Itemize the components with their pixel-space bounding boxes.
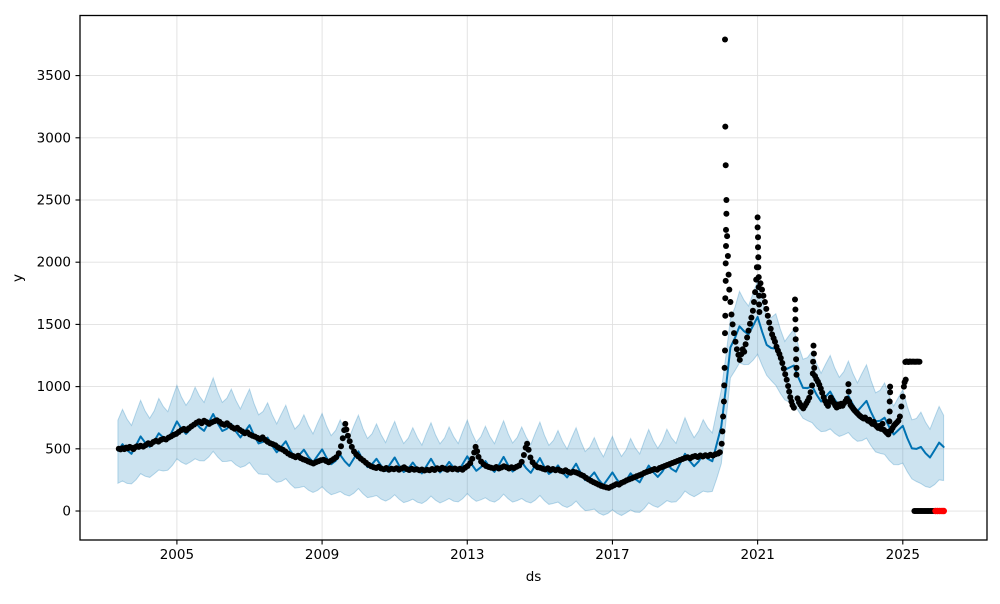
svg-text:1000: 1000 (37, 379, 71, 395)
svg-text:2017: 2017 (595, 547, 629, 563)
y-axis-label: y (10, 274, 26, 282)
svg-text:500: 500 (45, 441, 71, 457)
svg-text:2009: 2009 (305, 547, 339, 563)
plot-border (79, 14, 988, 541)
svg-text:2000: 2000 (37, 255, 71, 271)
svg-text:1500: 1500 (37, 317, 71, 333)
svg-text:2025: 2025 (886, 547, 920, 563)
tick-labels: 2005 2009 2013 2017 2021 2025 0 500 1000 1500 2000… (37, 68, 920, 563)
svg-text:3500: 3500 (37, 68, 71, 84)
svg-text:2500: 2500 (37, 192, 71, 208)
svg-text:2021: 2021 (740, 547, 774, 563)
x-axis-label: ds (526, 569, 542, 585)
svg-text:3000: 3000 (37, 130, 71, 146)
observed-points (115, 36, 938, 514)
svg-text:2013: 2013 (450, 547, 484, 563)
anomaly-points (932, 507, 947, 515)
axis-ticks (75, 75, 904, 545)
svg-text:2005: 2005 (160, 547, 194, 563)
svg-text:0: 0 (62, 504, 71, 520)
